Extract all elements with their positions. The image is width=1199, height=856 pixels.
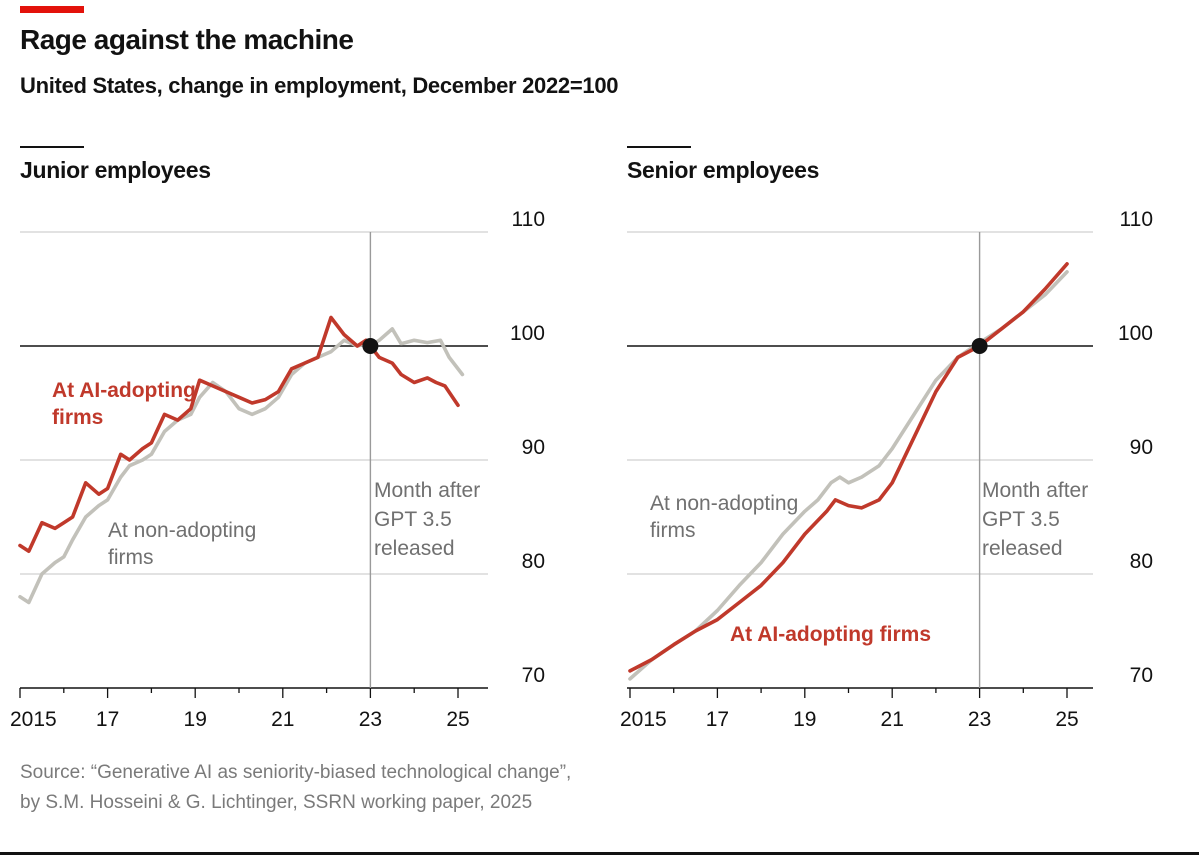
x-tick-label: 21 <box>881 708 904 731</box>
source-note: Source: “Generative AI as seniority-bias… <box>20 758 571 818</box>
series-label-ai-adopting: firms <box>52 406 103 429</box>
y-tick-label: 70 <box>522 664 545 687</box>
x-tick-label: 23 <box>359 708 382 731</box>
x-tick-label: 21 <box>271 708 294 731</box>
series-label-ai-adopting: At AI-adopting firms <box>730 623 931 646</box>
x-tick-label: 2015 <box>620 708 667 731</box>
series-line-non-adopting <box>628 270 1069 681</box>
y-tick-label: 90 <box>1130 436 1153 459</box>
x-tick-label: 19 <box>793 708 816 731</box>
x-tick-label: 17 <box>96 708 119 731</box>
y-tick-label: 100 <box>1118 322 1153 345</box>
chart-junior-employees: 70 80 90 100 110 2015 17 19 21 23 25 Month after GPT… <box>10 208 545 731</box>
chart-subtitle: United States, change in employment, Dec… <box>20 73 619 98</box>
y-tick-label: 110 <box>1120 208 1153 231</box>
series-label-non-adopting: At non-adopting <box>108 519 256 542</box>
y-tick-label: 90 <box>522 436 545 459</box>
bottom-rule <box>0 852 1199 855</box>
source-line-2: by S.M. Hosseini & G. Lichtinger, SSRN w… <box>20 792 533 813</box>
panel-rule-senior <box>627 146 691 148</box>
panel-title-junior: Junior employees <box>20 157 211 183</box>
series-line-ai-adopting <box>18 315 460 553</box>
series-label-non-adopting: At non-adopting <box>650 492 798 515</box>
series-label-non-adopting: firms <box>650 519 696 542</box>
series-line-non-adopting <box>18 327 465 605</box>
x-tick-label: 2015 <box>10 708 57 731</box>
x-tick-label: 23 <box>968 708 991 731</box>
reference-point-dot <box>362 338 379 354</box>
gpt-release-label-line: released <box>374 537 455 560</box>
gpt-release-label-line: Month after <box>982 479 1088 502</box>
x-tick-label: 25 <box>1055 708 1078 731</box>
reference-point-dot <box>971 338 988 354</box>
series-label-ai-adopting: At AI-adopting <box>52 379 196 402</box>
series-line-ai-adopting <box>628 262 1069 673</box>
y-tick-label: 80 <box>522 550 545 573</box>
panel-rule-junior <box>20 146 84 148</box>
source-line-1: Source: “Generative AI as seniority-bias… <box>20 762 572 783</box>
y-tick-label: 70 <box>1130 664 1153 687</box>
gpt-release-label-line: GPT 3.5 <box>982 508 1060 531</box>
chart-senior-employees: 70 80 90 100 110 2015 17 19 21 23 25 Month after GPT… <box>620 208 1153 731</box>
series-label-non-adopting: firms <box>108 546 154 569</box>
y-tick-label: 80 <box>1130 550 1153 573</box>
x-tick-label: 17 <box>706 708 729 731</box>
gpt-release-label-line: Month after <box>374 479 480 502</box>
y-tick-label: 100 <box>510 322 545 345</box>
chart-title: Rage against the machine <box>20 24 354 55</box>
panel-title-senior: Senior employees <box>627 157 820 183</box>
gpt-release-label-line: GPT 3.5 <box>374 508 452 531</box>
gpt-release-label-line: released <box>982 537 1063 560</box>
x-tick-label: 25 <box>446 708 469 731</box>
brand-accent-bar <box>20 6 84 13</box>
x-tick-label: 19 <box>184 708 207 731</box>
y-tick-label: 110 <box>512 208 545 231</box>
